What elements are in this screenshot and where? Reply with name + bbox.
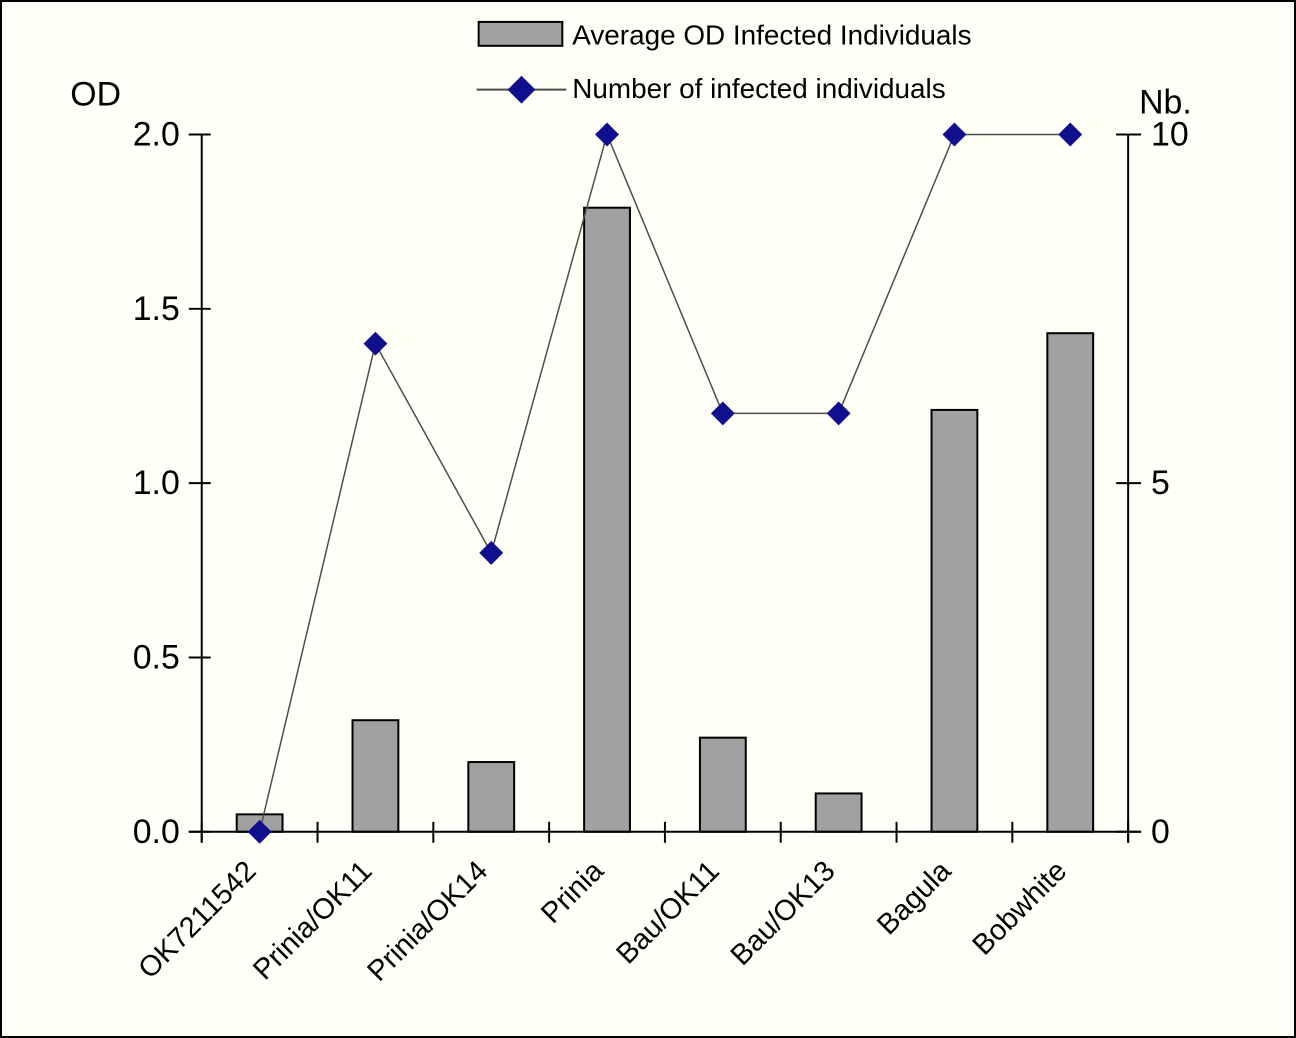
diamond-marker-1 <box>363 331 388 356</box>
diamond-marker-4 <box>710 401 735 426</box>
right-axis-tick-label: 5 <box>1151 464 1170 502</box>
right-axis-title: Nb. <box>1139 84 1192 122</box>
category-label-5: Bau/OK13 <box>725 855 842 972</box>
legend: Average OD Infected Individuals Number o… <box>476 19 972 104</box>
diamond-marker-7 <box>1058 122 1083 147</box>
infected-count-line <box>258 132 1071 832</box>
left-axis-title: OD <box>70 76 121 114</box>
category-label-1: Prinia/OK11 <box>247 855 378 986</box>
bar-3 <box>583 206 631 833</box>
category-label-7: Bobwhite <box>967 855 1074 962</box>
diamond-marker-3 <box>595 122 619 147</box>
bar-7 <box>1046 332 1095 833</box>
left-axis-tick-label: 2.0 <box>133 115 180 153</box>
legend-line-label: Number of infected individuals <box>572 73 945 104</box>
legend-diamond-icon <box>507 75 536 104</box>
bar-1 <box>351 719 400 833</box>
diamond-marker-2 <box>479 540 504 565</box>
diamond-marker-5 <box>826 401 851 426</box>
category-label-2: Prinia/OK14 <box>361 855 494 988</box>
diamond-marker-6 <box>942 122 967 147</box>
bar-5 <box>814 792 863 833</box>
category-label-3: Prinia <box>535 854 610 929</box>
right-axis-tick-label: 10 <box>1151 115 1189 153</box>
left-axis-tick-label: 0.5 <box>133 638 180 676</box>
bar-2 <box>467 761 516 833</box>
legend-bar-swatch-icon <box>477 20 564 47</box>
category-label-0: OK7211542 <box>132 855 262 985</box>
legend-bar-label: Average OD Infected Individuals <box>572 19 971 50</box>
bar-4 <box>698 736 747 833</box>
left-axis-tick-label: 0.0 <box>133 813 180 851</box>
left-axis-tick-label: 1.5 <box>133 290 180 328</box>
left-axis-tick-label: 1.0 <box>133 464 180 502</box>
right-axis-tick-label: 0 <box>1151 813 1170 851</box>
category-label-6: Bagula <box>871 854 958 941</box>
bar-6 <box>930 408 979 833</box>
category-label-4: Bau/OK11 <box>610 855 725 970</box>
